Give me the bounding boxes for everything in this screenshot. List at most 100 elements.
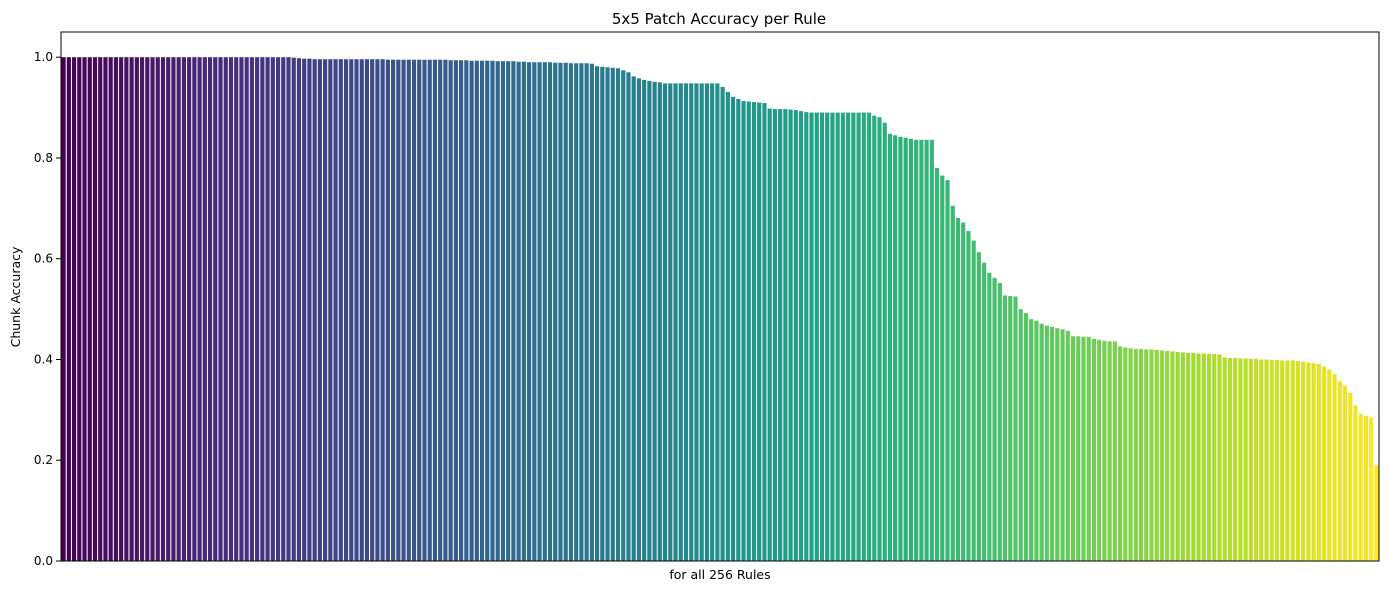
bar-111 — [642, 79, 647, 562]
bar-72 — [438, 59, 443, 562]
bar-194 — [1076, 336, 1081, 561]
bar-19 — [160, 57, 166, 561]
bar-53 — [338, 59, 343, 562]
bar-26 — [197, 57, 202, 561]
bar-237 — [1301, 361, 1306, 561]
bar-187 — [1039, 323, 1044, 561]
bar-75 — [453, 60, 458, 562]
bar-54 — [343, 59, 349, 562]
bar-36 — [249, 57, 254, 561]
bar-175 — [976, 252, 981, 561]
bar-141 — [798, 111, 804, 561]
bar-148 — [835, 112, 840, 562]
bar-123 — [704, 83, 710, 561]
bar-180 — [1002, 295, 1008, 561]
bar-246 — [1348, 392, 1353, 561]
bar-41 — [275, 57, 281, 561]
bar-77 — [464, 60, 469, 562]
bar-24 — [187, 57, 192, 561]
bar-203 — [1123, 347, 1128, 561]
bar-176 — [982, 262, 987, 561]
bar-137 — [778, 109, 783, 561]
bar-159 — [893, 135, 898, 561]
bar-225 — [1238, 358, 1243, 561]
bar-30 — [218, 57, 223, 561]
bar-35 — [244, 57, 249, 561]
bar-6 — [92, 57, 98, 561]
bar-25 — [192, 57, 197, 561]
bar-208 — [1149, 349, 1154, 561]
chart-title: 5x5 Patch Accuracy per Rule — [612, 10, 826, 28]
bar-152 — [856, 112, 861, 562]
bar-162 — [908, 138, 913, 561]
bar-178 — [992, 277, 997, 561]
bar-170 — [950, 205, 955, 561]
bar-43 — [286, 57, 291, 561]
bar-94 — [553, 62, 558, 561]
bar-144 — [814, 112, 819, 562]
bar-120 — [689, 83, 694, 561]
bar-67 — [411, 59, 417, 562]
bar-166 — [929, 139, 934, 561]
bar-101 — [589, 63, 594, 562]
bar-182 — [1013, 296, 1018, 561]
bar-197 — [1091, 338, 1097, 561]
bar-130 — [741, 101, 746, 562]
bar-150 — [846, 112, 851, 562]
bar-189 — [1050, 326, 1055, 561]
bar-211 — [1165, 350, 1170, 561]
bar-116 — [668, 83, 673, 561]
bar-193 — [1070, 336, 1076, 561]
bar-181 — [1008, 296, 1013, 561]
bar-135 — [767, 108, 772, 561]
bar-71 — [432, 59, 438, 562]
bar-185 — [1029, 319, 1034, 561]
bar-83 — [495, 61, 500, 561]
bar-5 — [87, 57, 92, 561]
bar-214 — [1180, 352, 1185, 561]
bar-61 — [380, 59, 385, 562]
bar-223 — [1227, 357, 1233, 561]
bar-102 — [595, 66, 600, 561]
bar-251 — [1374, 465, 1379, 561]
bar-216 — [1191, 352, 1196, 561]
bar-165 — [924, 139, 929, 561]
bar-242 — [1327, 369, 1332, 561]
bar-38 — [260, 57, 265, 561]
bar-87 — [516, 61, 521, 561]
bar-220 — [1212, 353, 1217, 561]
bar-200 — [1107, 341, 1112, 561]
bar-44 — [291, 57, 296, 561]
bar-40 — [270, 57, 275, 561]
bar-103 — [600, 66, 605, 561]
bar-66 — [406, 59, 411, 562]
bar-115 — [662, 83, 668, 561]
bar-51 — [328, 59, 333, 562]
bar-122 — [699, 83, 704, 561]
bar-96 — [563, 62, 568, 561]
bar-118 — [678, 83, 683, 561]
bar-129 — [736, 99, 741, 561]
bar-134 — [762, 103, 767, 561]
bar-121 — [694, 83, 699, 561]
bar-155 — [872, 115, 877, 561]
bar-9 — [108, 57, 113, 561]
bar-95 — [558, 62, 563, 561]
bar-56 — [354, 59, 359, 562]
bar-199 — [1102, 340, 1107, 561]
bar-27 — [202, 57, 207, 561]
bar-48 — [312, 59, 317, 562]
bar-138 — [783, 109, 788, 561]
bar-243 — [1332, 374, 1337, 561]
bar-2 — [71, 57, 77, 561]
bar-127 — [725, 91, 730, 561]
y-axis-label: Chunk Accuracy — [8, 246, 23, 347]
bar-45 — [296, 58, 302, 561]
y-tick-label-0: 0.0 — [34, 554, 53, 568]
bar-31 — [223, 57, 228, 561]
bar-46 — [302, 58, 307, 561]
bar-188 — [1044, 325, 1049, 561]
bar-245 — [1342, 385, 1348, 561]
bar-55 — [349, 59, 354, 562]
